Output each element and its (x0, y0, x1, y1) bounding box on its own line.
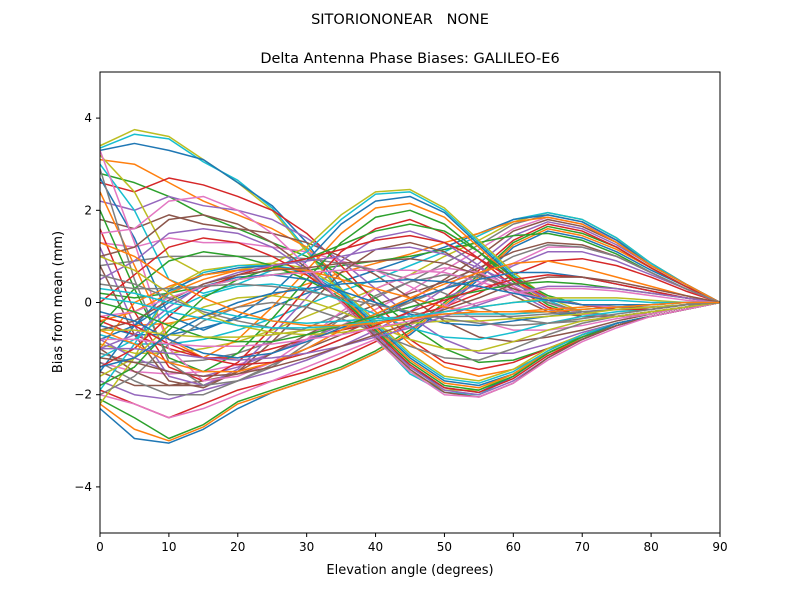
x-tick-label: 40 (368, 540, 383, 554)
series-line-70 (100, 297, 720, 329)
series-line-18 (100, 244, 720, 396)
y-tick-label: −2 (74, 388, 92, 402)
x-tick-label: 80 (643, 540, 658, 554)
series-line-65 (100, 285, 720, 361)
x-tick-label: 50 (437, 540, 452, 554)
series-line-1 (100, 230, 720, 444)
series-line-2 (100, 227, 720, 442)
y-axis-label: Bias from mean (mm) (51, 231, 66, 373)
x-tick-label: 70 (575, 540, 590, 554)
series-group (100, 128, 720, 444)
x-tick-label: 60 (506, 540, 521, 554)
y-tick-label: −4 (74, 480, 92, 494)
y-tick-label: 0 (84, 296, 92, 310)
series-line-71 (100, 278, 720, 368)
x-tick-label: 10 (161, 540, 176, 554)
series-line-62 (100, 260, 720, 373)
series-line-49 (100, 294, 720, 377)
series-line-10 (100, 211, 720, 345)
y-tick-label: 2 (84, 203, 92, 217)
y-axis: −4 −2 0 2 4 (74, 111, 100, 494)
series-line-67 (100, 287, 720, 348)
series-line-46 (100, 214, 720, 398)
series-line-27 (100, 237, 720, 331)
series-line-68 (100, 283, 720, 327)
x-axis-label: Elevation angle (degrees) (326, 563, 493, 578)
series-line-72 (100, 241, 720, 327)
series-line-66 (100, 276, 720, 378)
y-tick-label: 4 (84, 111, 92, 125)
x-tick-label: 0 (96, 540, 104, 554)
chart-title: Delta Antenna Phase Biases: GALILEO-E6 (260, 51, 559, 67)
x-axis: 0 10 20 30 40 50 60 70 80 90 (96, 533, 728, 554)
x-tick-label: 30 (299, 540, 314, 554)
x-tick-label: 90 (712, 540, 727, 554)
x-tick-label: 20 (230, 540, 245, 554)
figure-suptitle: SITORIONONEAR NONE (311, 12, 489, 28)
series-line-47 (100, 195, 720, 398)
